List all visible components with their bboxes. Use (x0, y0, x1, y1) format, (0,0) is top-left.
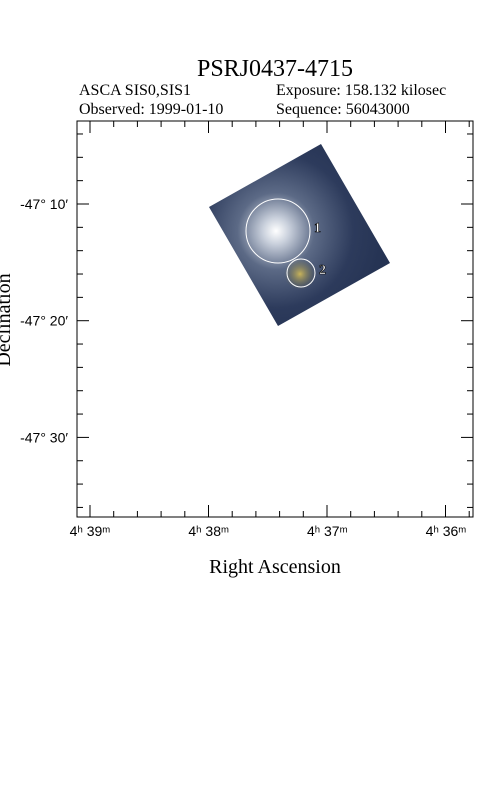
observed: Observed: 1999-01-10 (79, 101, 223, 118)
region-label: 1 (314, 221, 321, 236)
instrument: ASCA SIS0,SIS1 (79, 82, 191, 99)
x-tick-label: 4ʰ 37ᵐ (307, 523, 348, 539)
x-tick-label: 4ʰ 38ᵐ (188, 523, 229, 539)
region-circle (286, 258, 316, 288)
x-tick-label: 4ʰ 36ᵐ (426, 523, 467, 539)
title: PSRJ0437-4715 (197, 56, 353, 82)
x-tick-label: 4ʰ 39ᵐ (70, 523, 111, 539)
exposure: Exposure: 158.132 kilosec (276, 82, 446, 99)
region-label: 2 (319, 263, 326, 278)
ticks (77, 121, 473, 517)
plot-frame (76, 120, 474, 518)
y-tick-label: -47° 20′ (20, 313, 68, 329)
region-circle (245, 198, 311, 264)
y-tick-label: -47° 30′ (20, 429, 68, 445)
y-axis-label: Declination (0, 273, 15, 366)
y-tick-label: -47° 10′ (20, 196, 68, 212)
x-axis-label: Right Ascension (209, 556, 341, 578)
source-glow (209, 144, 390, 326)
sequence: Sequence: 56043000 (276, 101, 410, 118)
